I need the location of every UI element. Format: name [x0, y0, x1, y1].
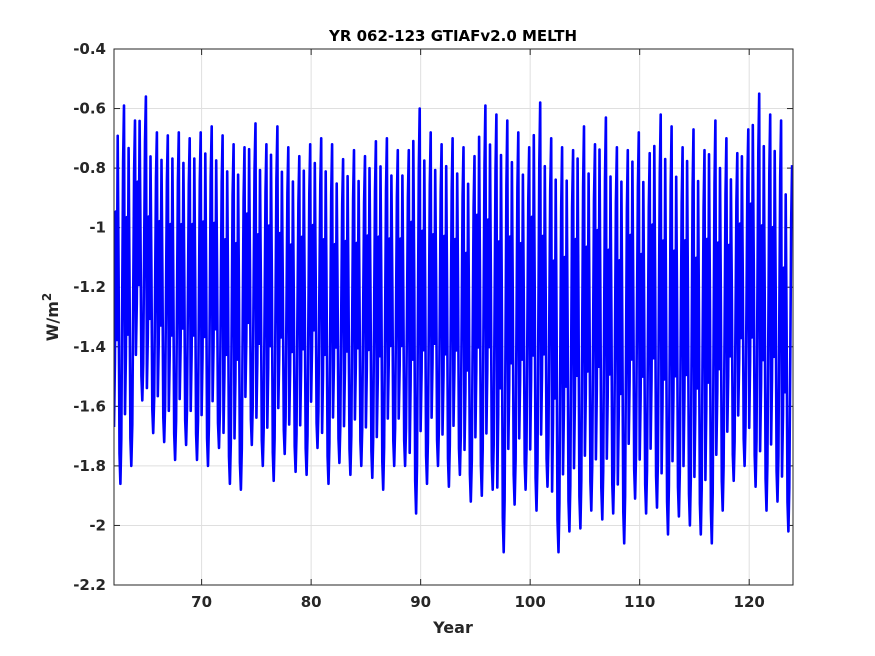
x-axis-ticks: 70 80 90 100 110 120	[191, 49, 765, 611]
x-tick-label: 80	[301, 593, 322, 611]
y-tick-label: -1.8	[73, 457, 106, 475]
y-tick-label: -2	[89, 516, 106, 534]
y-tick-label: -2.2	[73, 576, 106, 594]
y-tick-label: -0.6	[73, 100, 106, 118]
series-line	[114, 92, 793, 554]
y-tick-label: -0.4	[73, 40, 106, 58]
x-tick-label: 70	[191, 593, 212, 611]
x-tick-label: 110	[624, 593, 655, 611]
y-axis-label-superscript: 2	[40, 293, 54, 301]
x-tick-label: 120	[734, 593, 765, 611]
x-tick-label: 100	[515, 593, 546, 611]
y-tick-label: -1.4	[73, 338, 106, 356]
plot-area	[114, 92, 793, 554]
y-tick-label: -1	[89, 219, 106, 237]
y-tick-label: -1.6	[73, 397, 106, 415]
y-tick-label: -0.8	[73, 159, 106, 177]
axes-box	[113, 48, 794, 586]
y-axis-ticks: -2.2 -2 -1.8 -1.6 -1.4 -1.2 -1 -0.8 -0.6 -0.4	[73, 40, 793, 594]
chart-title: YR 062-123 GTIAFv2.0 MELTH	[328, 27, 577, 45]
x-axis-label: Year	[432, 618, 473, 637]
x-tick-label: 90	[410, 593, 431, 611]
y-tick-label: -1.2	[73, 278, 106, 296]
y-axis-label: W/m2	[40, 293, 62, 342]
y-axis-label-text: W/m	[43, 301, 62, 341]
